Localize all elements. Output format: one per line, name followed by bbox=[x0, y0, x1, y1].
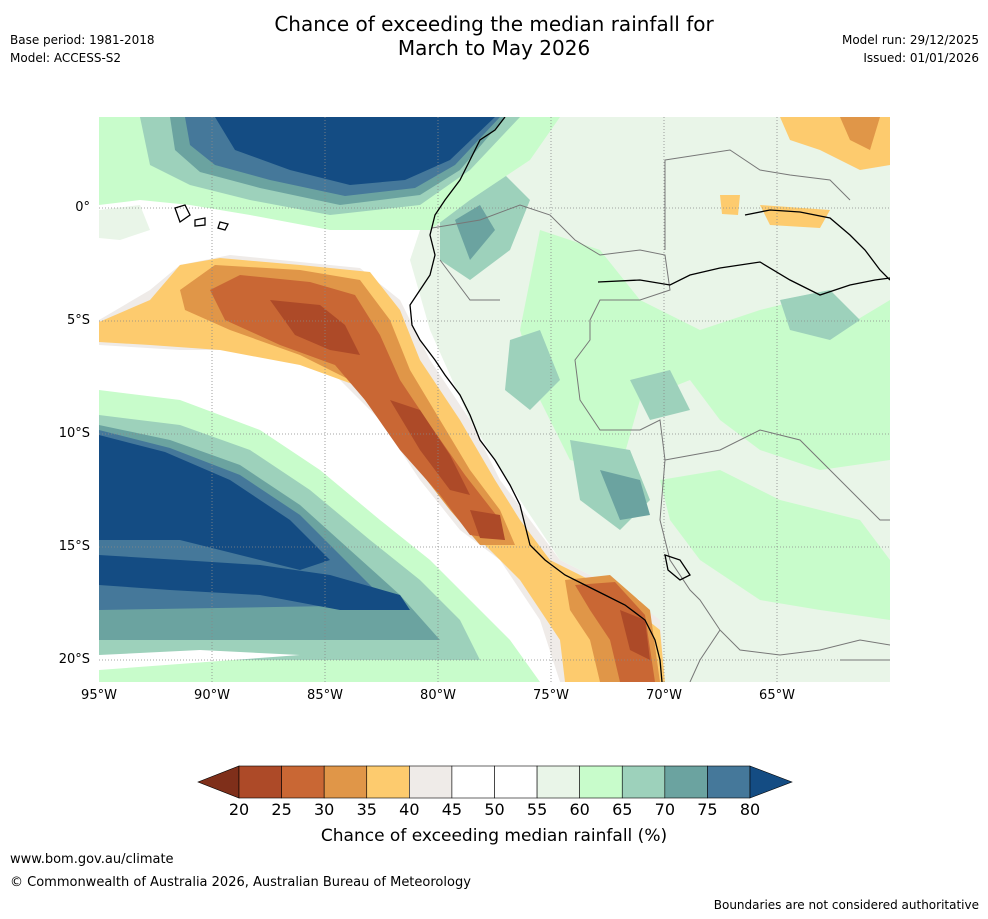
lat-label-10s: 10°S bbox=[58, 426, 90, 441]
lon-label-75w: 75°W bbox=[533, 688, 569, 703]
colorbar-high-arrow bbox=[749, 765, 793, 799]
contour-65-c bbox=[630, 370, 690, 420]
contour-20-dry-b bbox=[390, 400, 470, 495]
header-right-info: Model run: 29/12/2025 Issued: 01/01/2026 bbox=[842, 31, 979, 67]
contour-80-south-pacific-b bbox=[99, 555, 410, 610]
colorbar-bin-65-70 bbox=[621, 765, 666, 799]
lat-label-5s: 5°S bbox=[66, 313, 90, 328]
contour-60-land bbox=[520, 230, 890, 470]
contour-65-a bbox=[505, 330, 560, 410]
contour-70-peru bbox=[600, 470, 650, 520]
colorbar-bins bbox=[238, 765, 751, 799]
contour-35-small bbox=[720, 195, 740, 215]
colorbar-bin-45-50 bbox=[451, 765, 495, 799]
colorbar-bin-25-30 bbox=[281, 765, 325, 799]
colorbar-tick-40: 40 bbox=[399, 800, 420, 819]
colorbar-tick-35: 35 bbox=[356, 800, 377, 819]
lon-label-65w: 65°W bbox=[759, 688, 795, 703]
title-line-1: Chance of exceeding the median rainfall … bbox=[274, 12, 714, 36]
colorbar-bin-70-75 bbox=[664, 765, 708, 799]
contour-25-dry-south bbox=[575, 582, 655, 682]
colorbar-bin-40-45 bbox=[409, 765, 453, 799]
colorbar-bin-50-55 bbox=[494, 765, 538, 799]
model-run-text: Model run: 29/12/2025 bbox=[841, 33, 979, 47]
contour-60-south bbox=[660, 470, 890, 620]
colorbar-tick-70: 70 bbox=[654, 800, 675, 819]
contour-20-dry-c bbox=[470, 510, 505, 540]
contour-80-north-pacific bbox=[215, 117, 495, 185]
colorbar-tick-55: 55 bbox=[526, 800, 548, 819]
lon-label-70w: 70°W bbox=[646, 688, 682, 703]
colorbar-bin-35-40 bbox=[366, 765, 410, 799]
issued-text: Issued: 01/01/2026 bbox=[863, 51, 979, 65]
contour-20-dry-d bbox=[620, 610, 650, 660]
title-line-2: March to May 2026 bbox=[397, 36, 591, 60]
contour-20-dry-a bbox=[270, 300, 360, 355]
lon-label-80w: 80°W bbox=[420, 688, 456, 703]
colorbar-bin-55-60 bbox=[536, 765, 580, 799]
coastline bbox=[174, 117, 890, 682]
colorbar-tick-60: 60 bbox=[569, 800, 590, 819]
contour-50-south-edge bbox=[99, 650, 300, 670]
colorbar bbox=[197, 765, 793, 799]
lat-label-15s: 15°S bbox=[58, 539, 90, 554]
colorbar-tick-25: 25 bbox=[271, 800, 292, 819]
colorbar-tick-50: 50 bbox=[484, 800, 505, 819]
header-left-info: Base period: 1981-2018 Model: ACCESS-S2 bbox=[10, 31, 155, 67]
colorbar-tick-30: 30 bbox=[313, 800, 335, 819]
colorbar-tick-20: 20 bbox=[228, 800, 250, 819]
contour-70-ecuador bbox=[455, 205, 495, 260]
lat-label-20s: 20°S bbox=[58, 652, 90, 667]
colorbar-tick-45: 45 bbox=[441, 800, 463, 819]
graticule bbox=[99, 117, 890, 682]
contour-25-dry bbox=[210, 275, 505, 540]
website-text: www.bom.gov.au/climate bbox=[10, 852, 174, 867]
disclaimer-text: Boundaries are not considered authoritat… bbox=[713, 898, 979, 912]
lat-label-0: 0° bbox=[75, 200, 90, 215]
colorbar-title: Chance of exceeding median rainfall (%) bbox=[320, 826, 668, 846]
contour-35-dry bbox=[99, 258, 665, 682]
colorbar-tick-75: 75 bbox=[697, 800, 718, 819]
country-borders bbox=[431, 149, 890, 682]
map-field bbox=[99, 117, 890, 682]
colorbar-tick-65: 65 bbox=[612, 800, 633, 819]
contour-30-ne bbox=[840, 117, 880, 150]
lon-label-95w: 95°W bbox=[81, 688, 117, 703]
model-text: Model: ACCESS-S2 bbox=[10, 51, 122, 65]
lon-label-85w: 85°W bbox=[307, 688, 343, 703]
base-period-text: Base period: 1981-2018 bbox=[10, 33, 155, 47]
colorbar-bin-60-65 bbox=[579, 765, 623, 799]
colorbar-bin-75-80 bbox=[707, 765, 751, 799]
contour-55-galapagos bbox=[99, 205, 150, 240]
colorbar-bin-20-25 bbox=[238, 765, 282, 799]
contour-80-south-pacific-a bbox=[99, 435, 330, 570]
map-title: Chance of exceeding the median rainfall … bbox=[0, 12, 988, 60]
copyright-text: © Commonwealth of Australia 2026, Austra… bbox=[10, 875, 471, 890]
contour-65-d bbox=[780, 290, 860, 340]
colorbar-bin-30-35 bbox=[323, 765, 368, 799]
lon-label-90w: 90°W bbox=[194, 688, 230, 703]
colorbar-tick-80: 80 bbox=[739, 800, 761, 819]
colorbar-low-arrow bbox=[197, 765, 240, 799]
